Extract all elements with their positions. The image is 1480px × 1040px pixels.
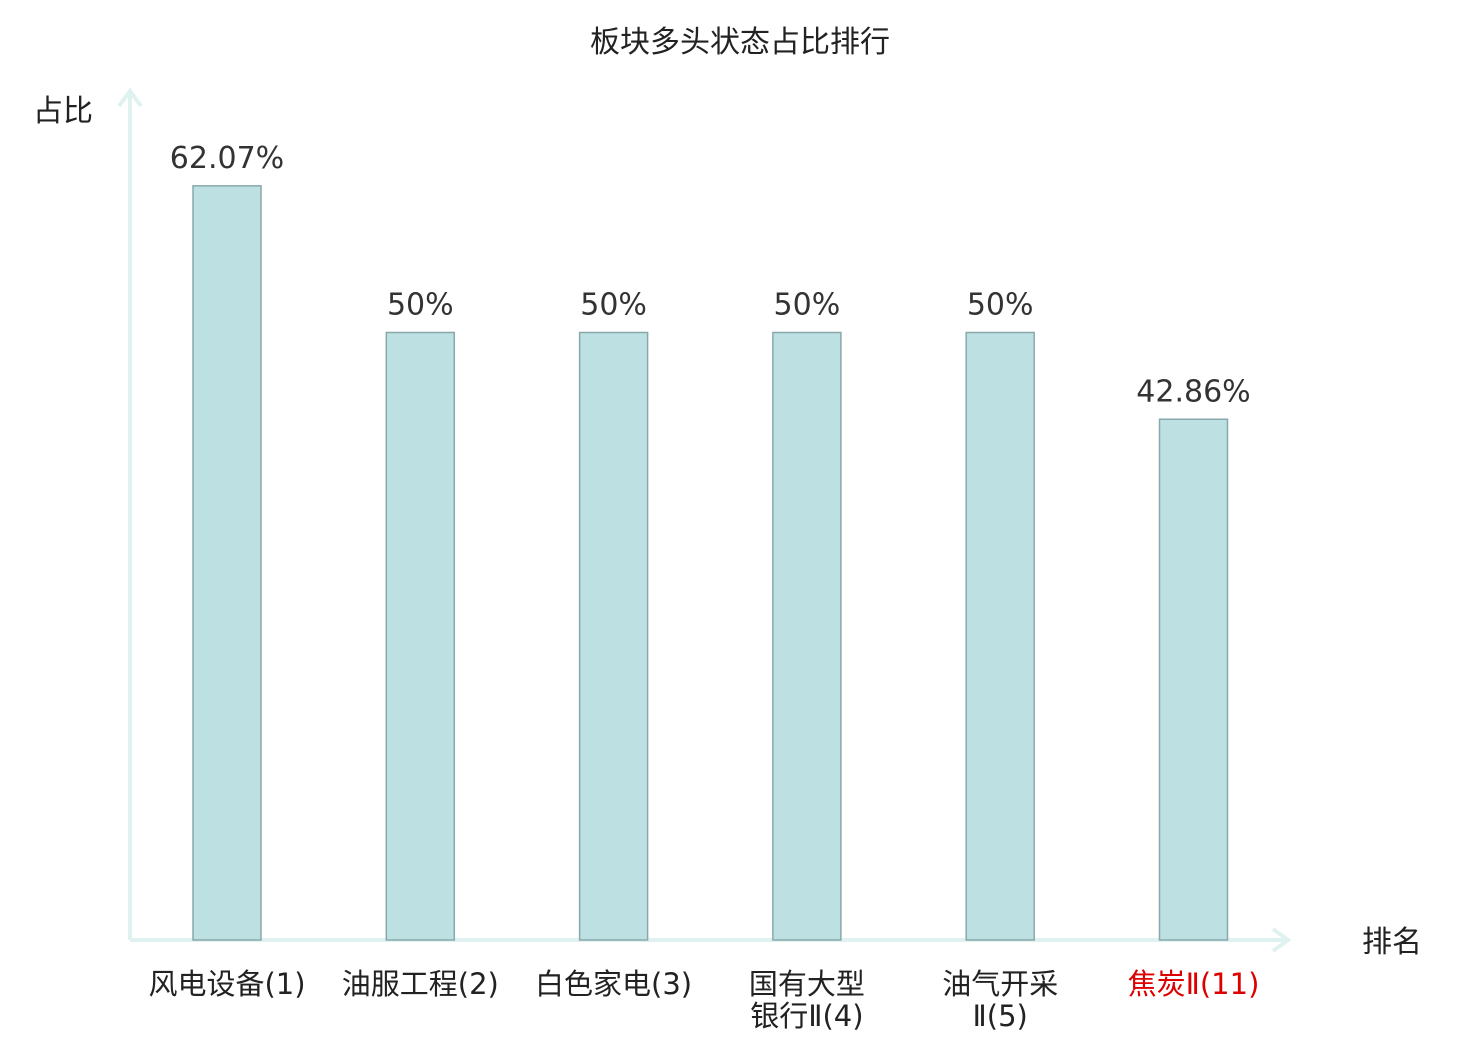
- bar: [192, 185, 262, 941]
- category-label: 风电设备(1): [148, 967, 305, 1001]
- bar: [385, 331, 456, 941]
- bar-value-label: 50%: [580, 288, 647, 323]
- category-label: 油服工程(2): [342, 967, 499, 1001]
- category-label-line: 国有大型: [749, 967, 865, 1001]
- bar-value-label: 50%: [387, 288, 454, 323]
- x-axis-label: 排名: [1362, 925, 1422, 960]
- bar: [578, 331, 649, 941]
- bar: [1158, 418, 1229, 941]
- category-label: 焦炭Ⅱ(11): [1128, 967, 1260, 1001]
- x-axis-arrow-icon: [1271, 927, 1292, 953]
- y-axis-label: 占比: [33, 94, 93, 129]
- category-label-line: 银行Ⅱ(4): [750, 999, 863, 1033]
- bars-group: [192, 185, 1229, 941]
- bar: [965, 331, 1035, 941]
- category-label: 油气开采 Ⅱ(5): [942, 967, 1058, 1033]
- y-axis-arrow-icon: [117, 87, 143, 108]
- bar: [772, 331, 842, 941]
- category-label-line: 白色家电(3): [535, 967, 692, 1001]
- category-labels-group: 风电设备(1) 油服工程(2) 白色家电(3) 国有大型银行Ⅱ(4) 油气开采 Ⅱ(5) 焦…: [148, 967, 1259, 1033]
- category-label-line: 油服工程(2): [342, 967, 499, 1001]
- category-label-line: Ⅱ(5): [973, 999, 1028, 1033]
- chart-title: 板块多头状态占比排行: [590, 25, 890, 60]
- category-label: 国有大型银行Ⅱ(4): [749, 967, 865, 1033]
- bar-value-label: 62.07%: [170, 141, 284, 176]
- bar-value-label: 50%: [774, 288, 841, 323]
- axes: [117, 87, 1292, 953]
- category-label-line: 油气开采: [942, 967, 1058, 1001]
- category-label-line: 风电设备(1): [148, 967, 305, 1001]
- category-label-line: 焦炭Ⅱ(11): [1128, 967, 1260, 1001]
- value-labels-group: 62.07% 50% 50% 50% 50% 42.86%: [170, 141, 1251, 409]
- bar-value-label: 50%: [967, 288, 1034, 323]
- bar-value-label: 42.86%: [1136, 374, 1250, 409]
- category-label: 白色家电(3): [535, 967, 692, 1001]
